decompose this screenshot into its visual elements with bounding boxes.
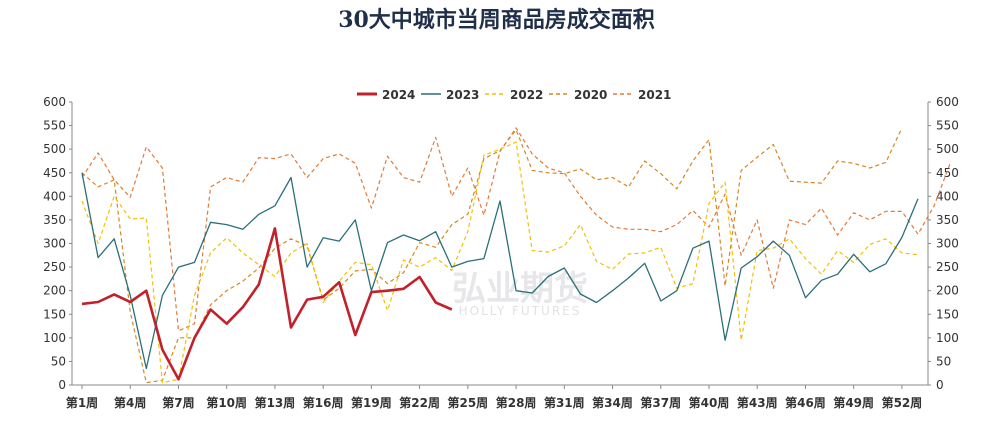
y-tick-label-right: 450 [936,166,959,180]
series-lines [81,127,951,384]
y-tick-label-left: 550 [43,119,66,133]
watermark-cn: 弘业期货 [452,269,588,309]
x-tick-label: 第13周 [255,395,296,410]
y-tick-label-left: 500 [43,142,66,156]
legend: 2024 2023 2022 2020 2021 [357,88,671,102]
x-tick-label: 第43周 [737,395,778,410]
y-tick-label-left: 300 [43,237,66,251]
y-tick-label-left: 150 [43,307,66,321]
x-tick-label: 第10周 [206,395,247,410]
x-tick-label: 第7周 [162,395,194,410]
chart-title: 30大中城市当周商品房成交面积 [338,7,655,33]
legend-label-2022: 2022 [510,88,543,102]
y-tick-label-right: 150 [936,307,959,321]
y-tick-label-right: 550 [936,119,959,133]
x-tick-label: 第4周 [114,395,146,410]
x-tick-label: 第31周 [544,395,585,410]
x-tick-label: 第46周 [785,395,826,410]
y-tick-label-right: 0 [936,378,944,392]
y-tick-label-right: 350 [936,213,959,227]
y-tick-label-left: 0 [58,378,66,392]
legend-label-2021: 2021 [638,88,671,102]
y-tick-label-right: 100 [936,331,959,345]
x-tick-label: 第16周 [303,395,344,410]
x-tick-label: 第40周 [689,395,730,410]
legend-label-2020: 2020 [574,88,607,102]
x-tick-label: 第34周 [592,395,633,410]
x-tick-label: 第19周 [351,395,392,410]
y-tick-label-left: 350 [43,213,66,227]
y-tick-label-left: 400 [43,189,66,203]
y-tick-label-left: 50 [51,354,66,368]
x-tick-label: 第52周 [882,395,923,410]
y-tick-label-left: 600 [43,95,66,109]
x-tick-label: 第1周 [66,395,98,410]
x-tick-label: 第49周 [833,395,874,410]
watermark-en: HOLLY FUTURES [459,304,582,318]
y-tick-label-right: 500 [936,142,959,156]
y-tick-label-right: 400 [936,189,959,203]
legend-label-2024: 2024 [382,88,415,102]
y-tick-label-left: 250 [43,260,66,274]
x-tick-label: 第22周 [399,395,440,410]
series-line-2021 [81,127,951,332]
y-tick-label-right: 250 [936,260,959,274]
y-tick-label-right: 300 [936,237,959,251]
axes: 0 0 50 50 100 100 150 150 200 200 250 250 300 300 350 3… [43,95,959,410]
series-line-2023 [81,172,919,370]
y-tick-label-right: 600 [936,95,959,109]
series-line-2024 [81,227,453,381]
y-tick-label-right: 200 [936,284,959,298]
y-tick-label-left: 100 [43,331,66,345]
x-tick-label: 第28周 [496,395,537,410]
y-tick-label-left: 200 [43,284,66,298]
y-tick-label-left: 450 [43,166,66,180]
legend-label-2023: 2023 [446,88,479,102]
x-tick-label: 第25周 [447,395,488,410]
series-line-2020 [81,127,903,384]
y-tick-label-right: 50 [936,354,951,368]
x-tick-label: 第37周 [640,395,681,410]
